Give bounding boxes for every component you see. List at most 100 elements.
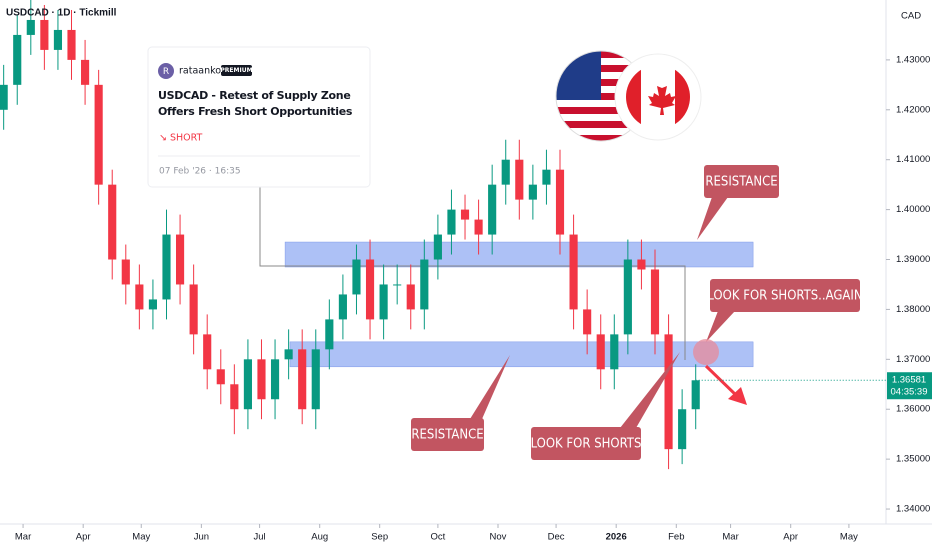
x-tick-label: Jun <box>194 532 209 543</box>
candle-body <box>230 384 239 410</box>
candle-body <box>26 19 35 35</box>
zone <box>289 341 754 368</box>
card-box[interactable] <box>147 46 371 188</box>
y-tick-label: 1.38000 <box>896 304 930 315</box>
candle-body <box>691 380 700 410</box>
card-title-wrap: USDCAD - Retest of Supply Zone Offers Fr… <box>158 89 353 118</box>
card-title: USDCAD - Retest of Supply Zone Offers Fr… <box>158 89 353 118</box>
callout-box <box>531 427 641 460</box>
x-tick-label: May <box>840 532 858 543</box>
x-tick-label: Apr <box>76 532 91 543</box>
candle-body <box>447 209 456 235</box>
axes: 1.43000 1.42000 1.41000 1.40000 1.39000 1.380… <box>15 54 932 543</box>
candles <box>0 0 700 470</box>
x-tick-label: Feb <box>668 532 684 543</box>
candle-body <box>270 359 280 400</box>
candle-body <box>583 309 592 335</box>
candle-body <box>13 34 22 85</box>
y-tick-label: 1.36000 <box>896 404 930 415</box>
countdown: 04:35:39 <box>891 387 928 398</box>
candle-body <box>650 269 660 335</box>
candle-body <box>515 159 524 200</box>
badge: PREMIUM <box>220 67 252 74</box>
x-tick-label: Oct <box>430 532 445 543</box>
candle-body <box>678 409 687 450</box>
avatar <box>158 63 174 79</box>
avatar-letter: R <box>163 67 169 77</box>
y-tick-label: 1.42000 <box>896 104 930 115</box>
callouts: RESISTANCE LOOK FOR SHORTS..AGAIN RESIST… <box>411 165 863 460</box>
arrow-head <box>728 387 747 405</box>
candle-body <box>637 259 646 270</box>
x-tick-label: Mar <box>15 532 31 543</box>
candle-body <box>460 209 470 220</box>
candle-body <box>664 334 673 450</box>
candle-body <box>338 294 347 320</box>
candle-body <box>474 219 483 235</box>
callout-text: LOOK FOR SHORTS..AGAIN <box>707 289 862 304</box>
arrow-line <box>704 364 740 399</box>
y-tick-label: 1.43000 <box>896 54 930 65</box>
callout-box <box>710 279 860 312</box>
y-tick-label: 1.37000 <box>896 354 930 365</box>
last-price: 1.36581 <box>892 375 926 386</box>
candle-body <box>420 259 429 310</box>
callout-pointer <box>706 311 735 342</box>
candle-body <box>175 234 185 285</box>
candle-body <box>81 59 90 85</box>
callout-text: RESISTANCE <box>411 428 483 443</box>
flags <box>555 50 702 142</box>
candle-body <box>189 284 198 335</box>
candle-body <box>94 84 103 185</box>
callout-box <box>704 165 779 198</box>
x-tick-label: Dec <box>548 532 565 543</box>
candle-body <box>203 334 212 370</box>
candle-body <box>406 284 415 310</box>
candle-body <box>555 169 565 235</box>
x-tick-label: Sep <box>371 532 388 543</box>
candle-body <box>596 334 605 370</box>
candle-body <box>311 349 320 410</box>
x-tick-label: Aug <box>311 532 328 543</box>
target-circle <box>693 339 719 365</box>
callout-text: RESISTANCE <box>705 175 777 190</box>
candle-body <box>162 234 171 300</box>
candle-body <box>216 369 225 385</box>
callout-box <box>411 418 484 451</box>
candle-body <box>569 234 578 310</box>
candle-body <box>135 284 144 310</box>
candle-body <box>379 284 388 320</box>
callout-text: LOOK FOR SHORTS <box>531 437 642 452</box>
candle-body <box>0 84 8 110</box>
y-tick-label: 1.41000 <box>896 154 930 165</box>
y-tick-label: 1.39000 <box>896 254 930 265</box>
candle-body <box>488 184 497 235</box>
guide-lines <box>259 186 686 360</box>
x-tick-label: Jul <box>254 532 266 543</box>
candle-body <box>148 299 157 310</box>
y-tick-label: 1.35000 <box>896 454 930 465</box>
candle-body <box>298 349 307 410</box>
x-tick-label: Mar <box>722 532 738 543</box>
x-tick-label: 2026 <box>606 532 627 543</box>
zone <box>284 241 754 268</box>
candle-body <box>365 259 375 320</box>
guide-line <box>259 186 686 360</box>
candle-body <box>67 29 76 60</box>
idea-card[interactable]: R rataanko39 PREMIUM USDCAD - Retest of … <box>147 46 371 188</box>
candle-body <box>284 349 293 360</box>
x-tick-label: Nov <box>490 532 507 543</box>
candle-body <box>433 234 442 260</box>
candle-body <box>542 169 551 185</box>
callout-pointer <box>697 197 728 240</box>
y-tick-label: 1.34000 <box>896 504 930 515</box>
x-tick-label: May <box>132 532 150 543</box>
candle-body <box>610 334 619 370</box>
candle-body <box>528 184 537 200</box>
candle-body <box>352 259 361 295</box>
candle-body <box>501 159 510 185</box>
last-price-tag <box>887 372 932 400</box>
candle-body <box>623 259 632 335</box>
